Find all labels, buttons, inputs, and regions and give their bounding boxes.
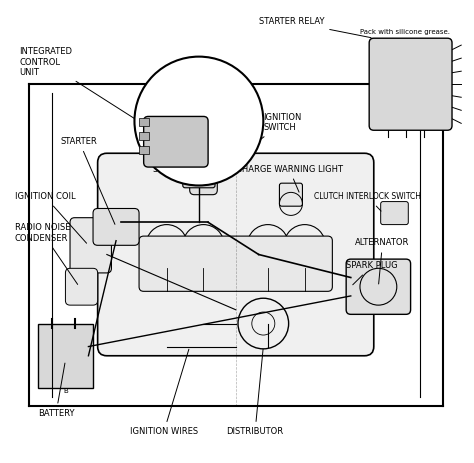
Text: SPARK PLUG: SPARK PLUG [346,261,398,285]
FancyBboxPatch shape [70,218,111,273]
FancyBboxPatch shape [144,116,208,167]
FancyBboxPatch shape [65,269,98,305]
FancyBboxPatch shape [139,236,332,291]
Text: Pack with silicone grease.: Pack with silicone grease. [360,29,450,35]
FancyBboxPatch shape [369,38,452,130]
FancyBboxPatch shape [138,118,149,126]
FancyBboxPatch shape [346,259,410,314]
Text: IGNITION
SWITCH: IGNITION SWITCH [215,113,301,175]
Text: IGNITION WIRES: IGNITION WIRES [130,349,198,436]
Text: NEUTRAL/BACK-UP
SWITCH: NEUTRAL/BACK-UP SWITCH [153,154,231,174]
Text: INTEGRATED
CONTROL
UNIT: INTEGRATED CONTROL UNIT [19,47,151,129]
FancyBboxPatch shape [138,132,149,140]
FancyBboxPatch shape [98,153,374,356]
Text: DISTRIBUTOR: DISTRIBUTOR [227,349,283,436]
Text: B: B [63,388,68,394]
Circle shape [135,56,264,186]
FancyBboxPatch shape [280,183,302,206]
Text: STARTER: STARTER [61,137,115,225]
FancyBboxPatch shape [138,146,149,154]
Text: IGNITION COIL: IGNITION COIL [15,192,87,243]
Text: BATTERY: BATTERY [38,363,74,418]
Text: STARTER RELAY: STARTER RELAY [259,18,371,38]
FancyBboxPatch shape [190,153,217,194]
FancyBboxPatch shape [38,324,93,388]
FancyBboxPatch shape [183,160,215,188]
Text: ALTERNATOR: ALTERNATOR [356,238,410,284]
Text: RADIO NOISE
CONDENSER: RADIO NOISE CONDENSER [15,223,78,284]
FancyBboxPatch shape [381,201,408,225]
FancyBboxPatch shape [93,208,139,245]
Text: CHARGE WARNING LIGHT: CHARGE WARNING LIGHT [236,165,343,192]
Text: CLUTCH INTERLOCK SWITCH: CLUTCH INTERLOCK SWITCH [314,192,421,211]
